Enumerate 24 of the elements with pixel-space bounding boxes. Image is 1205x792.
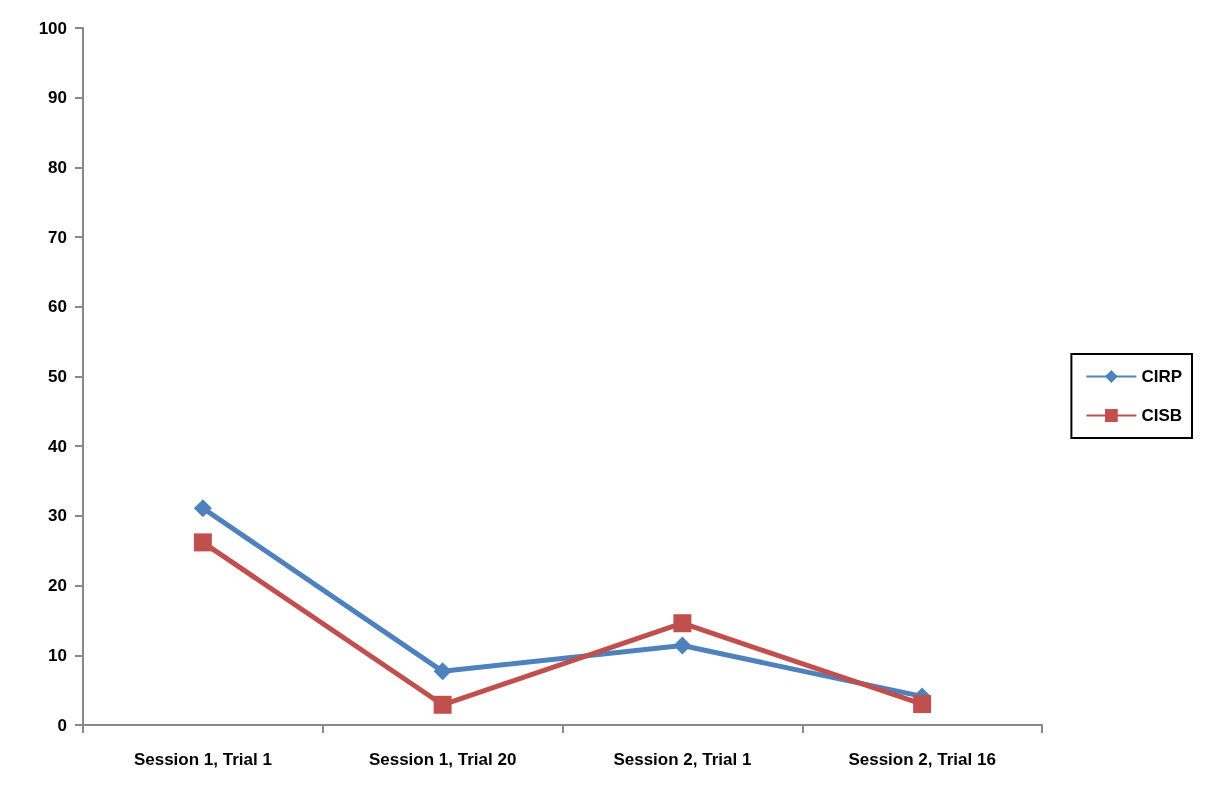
point [913,695,932,714]
point [673,614,692,633]
y-tick-label: 10 [48,645,67,665]
y-tick-label: 70 [48,227,67,247]
y-tick-label: 90 [48,88,67,108]
point [193,533,212,552]
y-tick-label: 0 [57,715,67,735]
point [193,499,212,518]
y-tick-label: 60 [48,297,67,317]
point [673,636,692,655]
point [433,695,452,714]
y-tick-label: 50 [48,367,67,386]
legend-label: CISB [1141,406,1183,425]
x-tick-label: Session 1, Trial 20 [368,750,517,769]
x-tick-label: Session 2, Trial 1 [613,750,752,769]
y-tick-label: 80 [48,157,67,177]
y-tick-label: 20 [48,576,67,596]
point [433,662,452,681]
y-tick-label: 40 [48,436,67,456]
y-tick-label: 30 [48,506,67,526]
legend-label: CIRP [1141,367,1183,386]
x-tick-label: Session 1, Trial 1 [133,750,272,769]
x-tick-label: Session 2, Trial 16 [848,750,996,769]
y-tick-label: 100 [38,18,67,38]
